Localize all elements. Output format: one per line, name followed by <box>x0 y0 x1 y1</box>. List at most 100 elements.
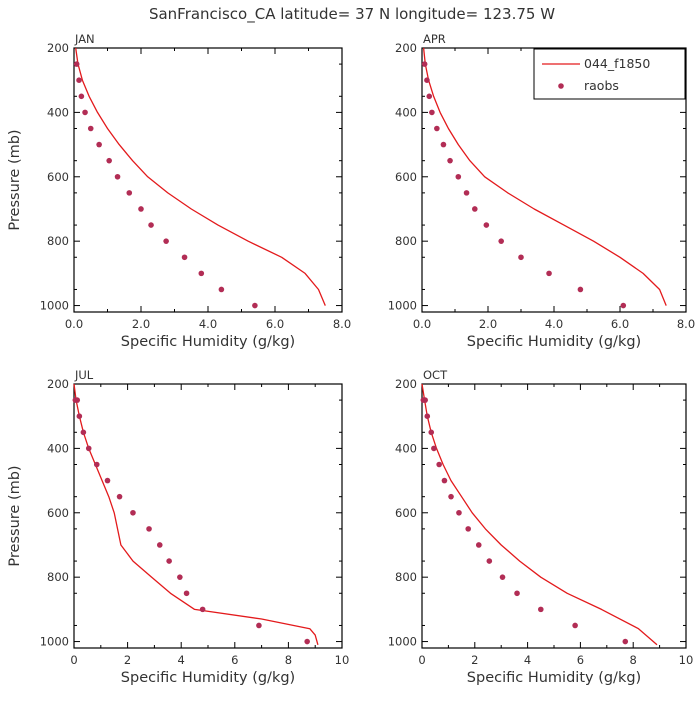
plot-frame <box>73 47 343 313</box>
x-tick-label: 6.0 <box>266 317 284 331</box>
x-tick-label: 2.0 <box>132 317 150 331</box>
x-tick-label: 8 <box>630 653 637 667</box>
y-tick-label: 400 <box>395 441 417 455</box>
legend-obs-label: raobs <box>584 78 619 93</box>
panel-label: OCT <box>423 368 448 382</box>
raobs-point <box>514 590 520 597</box>
y-tick-label: 200 <box>47 377 69 391</box>
raobs-point <box>546 270 552 277</box>
raobs-point <box>80 429 87 436</box>
raobs-point <box>252 302 258 309</box>
y-tick-label: 200 <box>47 41 69 55</box>
figure-title: SanFrancisco_CA latitude= 37 N longitude… <box>149 5 555 24</box>
legend-dot-swatch <box>558 83 564 89</box>
raobs-point <box>441 477 448 484</box>
y-tick-label: 1000 <box>40 299 69 313</box>
raobs-point <box>428 429 435 436</box>
raobs-point <box>138 206 144 212</box>
raobs-point <box>518 254 524 261</box>
raobs-point <box>572 622 578 629</box>
raobs-point <box>538 606 544 613</box>
raobs-point <box>424 413 431 419</box>
y-tick-label: 200 <box>395 377 417 391</box>
x-tick-label: 4 <box>178 653 185 667</box>
x-tick-label: 4 <box>524 653 531 667</box>
x-tick-label: 4.0 <box>545 317 563 331</box>
raobs-point <box>85 445 92 452</box>
raobs-point <box>304 638 310 645</box>
raobs-point <box>498 238 505 244</box>
raobs-point <box>456 509 462 516</box>
raobs-point <box>126 190 133 196</box>
x-tick-label: 8.0 <box>677 317 695 331</box>
raobs-point <box>93 461 100 468</box>
y-tick-label: 600 <box>395 170 417 184</box>
raobs-point <box>183 590 190 597</box>
y-axis-title: Pressure (mb) <box>7 129 23 230</box>
raobs-point <box>78 93 85 100</box>
y-tick-label: 400 <box>47 105 69 119</box>
x-tick-label: 10 <box>679 653 694 667</box>
y-axis-title: Pressure (mb) <box>7 465 23 566</box>
model-profile-line <box>421 383 658 646</box>
legend-box <box>533 48 686 100</box>
legend-model-label: 044_f1850 <box>584 56 650 71</box>
panel-label: APR <box>423 32 446 46</box>
raobs-point <box>166 558 172 564</box>
panels-group: JAN 200 400 600 800 1000 0.0 2.0 4.0 6.0 8.0 Specif… <box>7 32 695 686</box>
raobs-point <box>577 286 584 293</box>
x-axis-title: Specific Humidity (g/kg) <box>121 334 295 350</box>
panel-label: JAN <box>74 32 95 46</box>
x-tick-label: 2 <box>471 653 478 667</box>
y-tick-label: 400 <box>47 441 69 455</box>
model-profile-line <box>73 383 319 645</box>
x-tick-label: 6.0 <box>611 317 629 331</box>
y-tick-label: 1000 <box>388 635 417 649</box>
raobs-point <box>440 141 447 148</box>
x-tick-label: 8 <box>285 653 292 667</box>
raobs-point <box>422 397 428 403</box>
raobs-point <box>76 77 82 83</box>
raobs-point <box>429 109 435 116</box>
raobs-point <box>198 270 205 277</box>
raobs-point <box>447 157 453 164</box>
y-tick-label: 1000 <box>40 635 69 649</box>
y-tick-label: 800 <box>395 570 417 584</box>
x-tick-label: 6 <box>231 653 238 667</box>
y-tick-label: 600 <box>47 506 69 520</box>
raobs-point <box>434 125 440 132</box>
raobs-point <box>114 173 121 180</box>
raobs-point <box>87 125 94 132</box>
raobs-point <box>76 413 83 419</box>
x-axis-title: Specific Humidity (g/kg) <box>121 670 295 686</box>
raobs-point <box>486 558 493 564</box>
raobs-point <box>156 542 163 548</box>
x-tick-label: 8.0 <box>333 317 351 331</box>
raobs-point <box>431 445 437 452</box>
plot-frame <box>73 383 343 649</box>
raobs-point <box>177 574 183 580</box>
raobs-point <box>96 141 102 148</box>
raobs-point <box>130 509 136 516</box>
x-tick-label: 2 <box>124 653 131 667</box>
x-tick-label: 0.0 <box>65 317 83 331</box>
raobs-point <box>106 157 112 164</box>
raobs-point <box>622 638 629 645</box>
raobs-point <box>436 461 442 468</box>
raobs-point <box>181 254 188 261</box>
raobs-point <box>448 493 454 500</box>
plot-frame <box>421 383 687 649</box>
x-axis-title: Specific Humidity (g/kg) <box>467 334 641 350</box>
x-tick-label: 2.0 <box>479 317 497 331</box>
raobs-point <box>104 477 111 484</box>
raobs-point <box>73 61 80 67</box>
raobs-point <box>199 606 206 613</box>
raobs-point <box>424 77 430 83</box>
raobs-point <box>620 302 627 309</box>
raobs-point <box>82 109 88 116</box>
y-tick-label: 800 <box>47 570 69 584</box>
raobs-point <box>146 526 152 532</box>
y-tick-label: 600 <box>395 506 417 520</box>
